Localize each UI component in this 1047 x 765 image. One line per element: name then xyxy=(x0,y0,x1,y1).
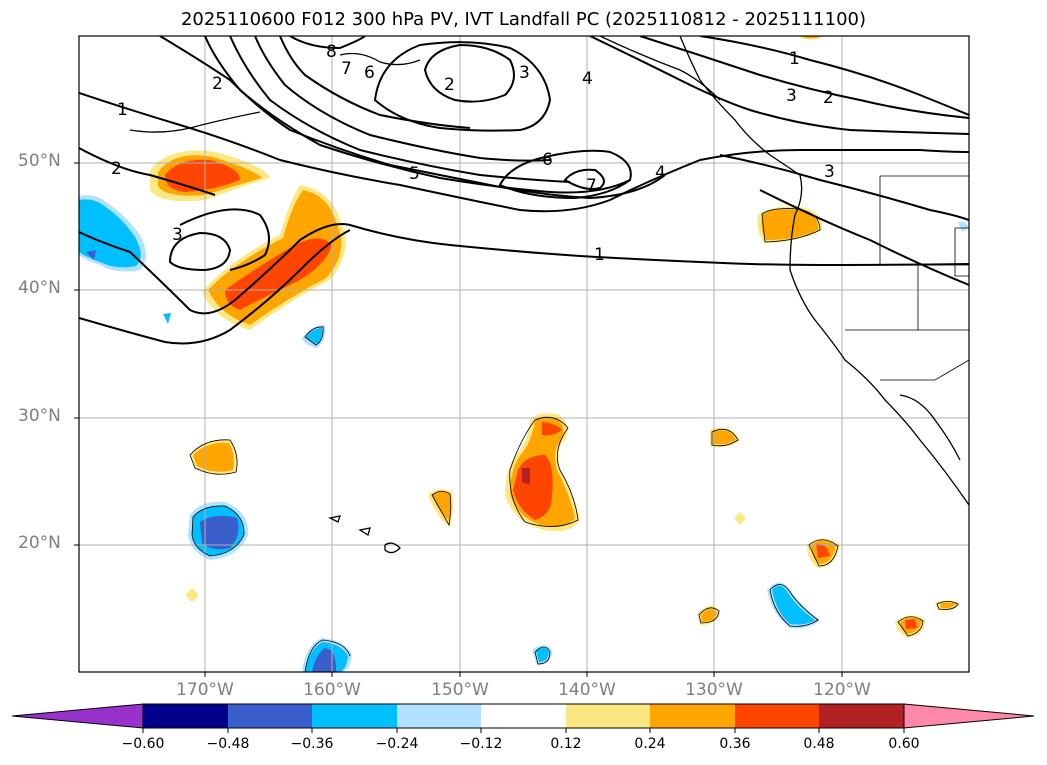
pc-fill-layer xyxy=(79,36,969,672)
contour-label: 2 xyxy=(823,88,834,108)
colorbar-tick: 0.12 xyxy=(550,736,582,752)
lat-label-30n: 30°N xyxy=(18,406,61,426)
contour-label: 2 xyxy=(212,74,223,94)
contour-label: 1 xyxy=(789,49,800,69)
colorbar-bin xyxy=(312,704,397,728)
contour-label: 1 xyxy=(117,100,128,120)
contour-label: 6 xyxy=(364,63,375,83)
colorbar-tick: −0.36 xyxy=(290,736,334,752)
colorbar-bin xyxy=(819,704,904,728)
contour-label: 4 xyxy=(655,163,666,183)
map-frame xyxy=(78,35,970,673)
lon-label-160w: 160°W xyxy=(303,680,361,700)
colorbar-tick: 0.48 xyxy=(803,736,835,752)
colorbar-bin xyxy=(397,704,481,728)
contour-label: 8 xyxy=(326,42,337,62)
colorbar-tick: −0.24 xyxy=(375,736,419,752)
colorbar-bin xyxy=(566,704,650,728)
colorbar-tick: 0.36 xyxy=(719,736,751,752)
lon-label-120w: 120°W xyxy=(813,680,871,700)
coastlines xyxy=(129,36,969,554)
lat-label-20n: 20°N xyxy=(18,533,61,553)
colorbar-under xyxy=(11,703,144,729)
colorbar-tick: −0.12 xyxy=(459,736,503,752)
colorbar-bin xyxy=(481,704,566,728)
colorbar-tick: −0.48 xyxy=(206,736,250,752)
contour-label: 1 xyxy=(594,245,605,265)
colorbar-over xyxy=(903,703,1035,729)
contour-label: 5 xyxy=(409,164,420,184)
colorbar xyxy=(11,703,1035,733)
lon-label-150w: 150°W xyxy=(431,680,489,700)
lat-label-50n: 50°N xyxy=(18,151,61,171)
pv-contours xyxy=(79,36,969,345)
contour-label: 3 xyxy=(786,86,797,106)
contour-label: 3 xyxy=(519,63,530,83)
map-title: 2025110600 F012 300 hPa PV, IVT Landfall… xyxy=(180,9,867,30)
colorbar-tick: 0.60 xyxy=(888,736,920,752)
contour-label: 3 xyxy=(824,162,835,182)
contour-label: 7 xyxy=(341,59,352,79)
lat-label-40n: 40°N xyxy=(18,278,61,298)
lon-label-130w: 130°W xyxy=(685,680,743,700)
contour-label: 7 xyxy=(586,176,597,196)
colorbar-tick: 0.24 xyxy=(634,736,666,752)
colorbar-bin xyxy=(650,704,735,728)
pc-blob-oregon xyxy=(757,206,823,243)
pc-negative-blobs xyxy=(79,195,969,672)
axis-ticks xyxy=(74,162,843,677)
pc-blob-aleutian xyxy=(202,185,346,330)
contour-label: 2 xyxy=(111,159,122,179)
lon-label-170w: 170°W xyxy=(176,680,234,700)
colorbar-bin xyxy=(735,704,819,728)
pc-outlines xyxy=(189,208,959,672)
contour-label: 3 xyxy=(172,225,183,245)
contour-label: 6 xyxy=(542,150,553,170)
pc-blob-central xyxy=(505,413,580,532)
state-borders xyxy=(790,175,969,381)
contour-label: 2 xyxy=(444,75,455,95)
colorbar-tick: −0.60 xyxy=(121,736,165,752)
contour-label: 4 xyxy=(582,69,593,89)
colorbar-bin xyxy=(228,704,312,728)
colorbar-bin xyxy=(143,704,228,728)
graticule xyxy=(79,36,969,672)
lon-label-140w: 140°W xyxy=(558,680,616,700)
